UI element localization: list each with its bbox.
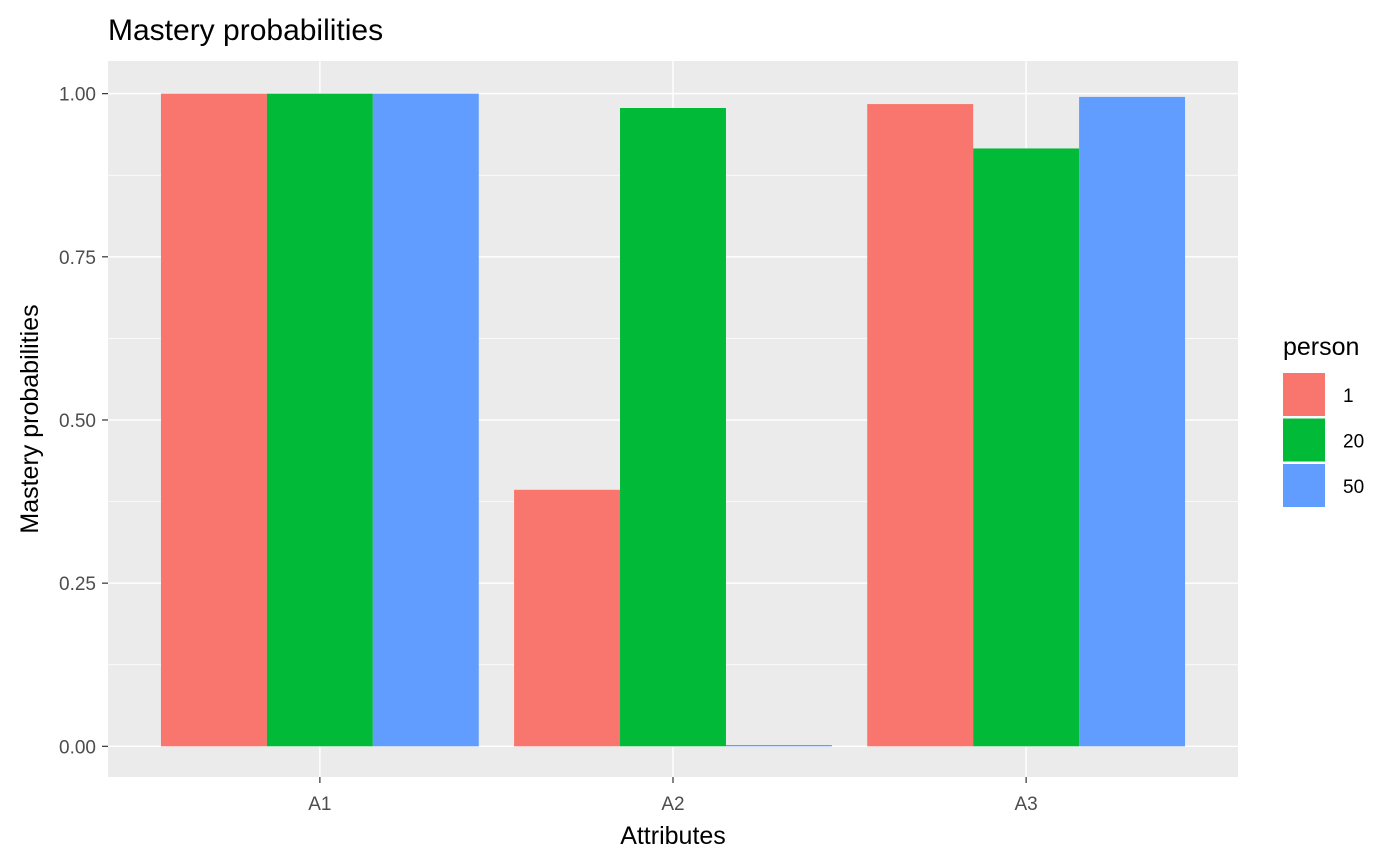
bar-A3-person-1 xyxy=(867,104,974,747)
y-tick-label: 0.00 xyxy=(59,737,96,758)
y-axis-ticks: 0.00 0.25 0.50 0.75 1.00 xyxy=(59,85,108,758)
bar-A2-person-50 xyxy=(725,745,832,747)
legend-items: 1 20 50 xyxy=(1283,373,1364,507)
x-tick-label: A3 xyxy=(1015,794,1038,815)
legend-label-50: 50 xyxy=(1343,477,1364,498)
x-axis-ticks: A1 A2 A3 xyxy=(308,777,1038,815)
legend: person 1 20 50 xyxy=(1283,333,1364,507)
y-axis-title: Mastery probabilities xyxy=(16,304,44,533)
x-tick-label: A1 xyxy=(308,794,331,815)
bar-A1-person-50 xyxy=(372,93,479,747)
bar-A1-person-1 xyxy=(160,93,267,747)
legend-key-1 xyxy=(1283,373,1325,416)
y-tick-label: 0.75 xyxy=(59,248,96,269)
bar-A2-person-20 xyxy=(620,107,726,747)
y-tick-label: 0.50 xyxy=(59,411,96,432)
x-axis-title: Attributes xyxy=(620,822,726,850)
bar-A3-person-50 xyxy=(1079,96,1186,747)
bar-A2-person-1 xyxy=(514,489,621,747)
bar-A1-person-20 xyxy=(266,93,373,747)
legend-key-50 xyxy=(1283,464,1325,507)
legend-label-1: 1 xyxy=(1343,386,1354,407)
chart-title: Mastery probabilities xyxy=(108,14,383,47)
x-tick-label: A2 xyxy=(661,794,684,815)
bars xyxy=(160,93,1186,747)
legend-label-20: 20 xyxy=(1343,432,1364,453)
legend-title: person xyxy=(1283,333,1359,361)
legend-key-20 xyxy=(1283,418,1325,462)
y-tick-label: 0.25 xyxy=(59,574,96,595)
bar-A3-person-20 xyxy=(973,148,1080,747)
y-tick-label: 1.00 xyxy=(59,85,96,106)
